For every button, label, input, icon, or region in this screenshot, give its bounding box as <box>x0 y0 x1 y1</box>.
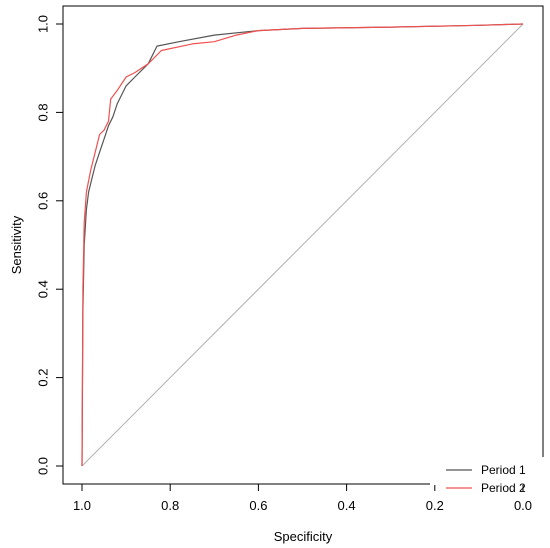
legend-label: Period 1 <box>481 463 526 477</box>
x-tick-label: 0.8 <box>161 498 179 513</box>
y-tick-label: 0.8 <box>35 103 50 121</box>
x-axis-title: Specificity <box>274 529 333 544</box>
y-tick-label: 0.2 <box>35 369 50 387</box>
series-layer <box>81 23 524 467</box>
reference-diagonal <box>81 23 524 467</box>
y-tick-label: 1.0 <box>35 15 50 33</box>
y-tick-label: 0.6 <box>35 192 50 210</box>
y-axis: 0.0 0.2 0.4 0.6 0.8 1.0 <box>35 15 64 475</box>
legend-box <box>430 457 544 485</box>
legend-label: Period 2 <box>481 481 526 495</box>
series-line-period-2 <box>81 23 524 467</box>
x-tick-label: 0.2 <box>426 498 444 513</box>
y-tick-label: 0.4 <box>35 280 50 298</box>
x-tick-label: 0.4 <box>338 498 356 513</box>
x-tick-label: 0.0 <box>514 498 532 513</box>
y-tick-label: 0.0 <box>35 457 50 475</box>
y-axis-title: Sensitivity <box>9 215 24 274</box>
x-tick-label: 1.0 <box>73 498 91 513</box>
x-tick-label: 0.6 <box>249 498 267 513</box>
legend: Period 1 Period 2 <box>430 457 544 495</box>
